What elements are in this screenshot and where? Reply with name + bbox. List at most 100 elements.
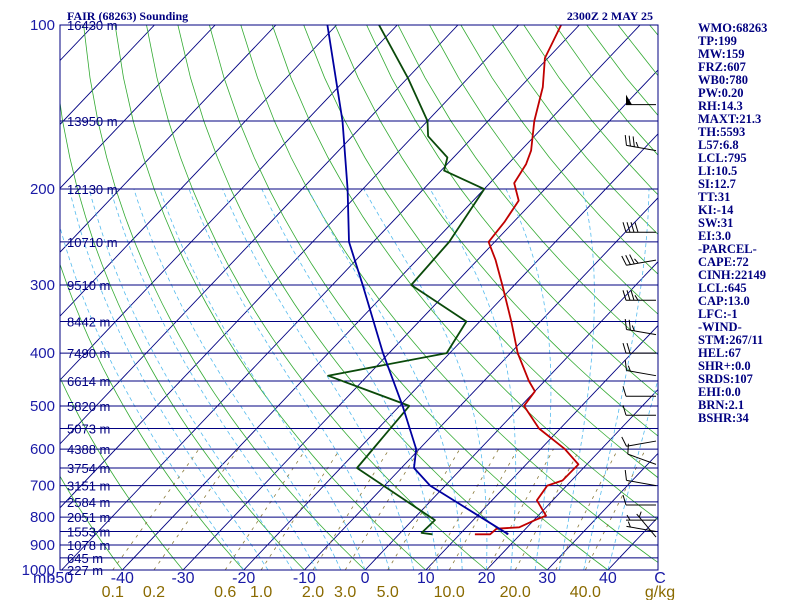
temperature-tick-label: -20: [232, 570, 255, 587]
wind-barb-shaft: [626, 259, 657, 266]
temperature-tick-label: 30: [538, 570, 556, 587]
moist-adiabat: [159, 188, 366, 570]
index-row: WB0:780: [698, 73, 748, 87]
sounding-time: 2300Z 2 MAY 25: [567, 9, 653, 23]
pressure-label: 400: [30, 345, 55, 362]
wind-barb-feather: [624, 360, 627, 371]
moist-adiabat: [188, 188, 390, 570]
mixing-ratio-line: [387, 448, 461, 570]
pressure-unit-label: mb: [33, 570, 55, 587]
isotherm: [304, 197, 658, 570]
index-row: LCL:795: [698, 151, 747, 165]
wind-barb-feather: [621, 436, 627, 447]
isotherm: [546, 452, 658, 570]
dry-adiabat: [209, 25, 609, 570]
wind-barb-shaft: [626, 479, 657, 487]
temperature-line: [474, 25, 580, 536]
wind-barb-feather: [622, 386, 627, 397]
mixing-ratio-tick-label: 10.0: [434, 584, 465, 600]
dry-adiabat: [177, 25, 548, 570]
isobars: [60, 24, 658, 571]
dry-adiabat: [429, 25, 658, 315]
mixing-ratio-line: [555, 448, 619, 570]
wind-barb-feather: [634, 295, 639, 301]
wind-barb: [626, 514, 656, 521]
mixing-ratio-line: [514, 448, 581, 570]
mixing-ratio-tick-label: 40.0: [570, 584, 601, 600]
wind-barb-feather: [621, 255, 627, 266]
wind-barb: [636, 511, 657, 538]
wind-barb-feather: [626, 222, 631, 233]
mixing-ratio-line: [112, 448, 200, 570]
index-row: WMO:68263: [698, 21, 768, 35]
wind-barb-shaft: [626, 328, 657, 336]
isotherm: [425, 324, 658, 570]
wind-barb: [626, 521, 657, 533]
temperature-tick-label: 40: [599, 570, 617, 587]
wind-barb-shaft: [627, 453, 657, 465]
index-row: CAPE:72: [698, 255, 749, 269]
pressure-label: 600: [30, 441, 55, 458]
wind-barb-feather: [625, 255, 631, 265]
wind-barb-shaft: [626, 525, 657, 533]
wind-barb: [622, 222, 656, 233]
dry-adiabat: [397, 25, 658, 355]
moist-adiabat: [558, 189, 595, 570]
index-row: RH:14.3: [698, 99, 743, 113]
mixing-ratio-tick-label: 0.6: [214, 584, 236, 600]
moist-adiabat: [88, 188, 293, 570]
moist-adiabat: [307, 188, 463, 570]
moist-adiabat: [110, 188, 317, 570]
moist-adiabat: [607, 377, 658, 570]
index-row: LCL:645: [698, 281, 747, 295]
wind-barb-feather: [634, 258, 639, 264]
wind-barb-shaft: [636, 513, 657, 538]
height-label: 3151 m: [67, 479, 110, 494]
dry-adiabat: [271, 25, 658, 521]
index-row: LFC:-1: [698, 307, 738, 321]
moist-adiabat: [60, 225, 245, 570]
wind-barb: [624, 360, 657, 377]
dry-adiabat: [60, 475, 123, 570]
wind-barb: [624, 319, 657, 336]
isotherm: [61, 25, 580, 570]
wind-barb-feather: [626, 514, 631, 521]
mixing-ratio-line: [260, 448, 341, 570]
isotherm: [60, 25, 337, 317]
wind-barb-feather: [624, 319, 627, 330]
isotherm: [182, 69, 658, 570]
wind-barb: [621, 436, 657, 447]
height-label: 645 m: [67, 551, 103, 566]
wind-barb-feather: [638, 511, 642, 518]
mixing-ratio-line: [486, 448, 554, 570]
mixing-ratio-line: [312, 448, 390, 570]
wind-barb: [622, 290, 656, 301]
wind-barb-feather: [622, 342, 627, 354]
temperature-tick-label: 10: [417, 570, 435, 587]
wind-barb: [624, 469, 657, 487]
wind-barb-feather: [627, 521, 631, 528]
isotherm: [0, 25, 33, 570]
wind-barb-feather: [626, 342, 631, 354]
temperature-tick-label: -10: [293, 570, 316, 587]
wind-barb-feather: [632, 136, 635, 147]
index-row: KI:-14: [698, 203, 734, 217]
index-row: MW:159: [698, 47, 745, 61]
height-label: 9510 m: [67, 278, 110, 293]
index-row: EHI:0.0: [698, 385, 741, 399]
index-row: LI:10.5: [698, 164, 738, 178]
dry-adiabat: [83, 25, 366, 570]
index-row: EI:3.0: [698, 229, 731, 243]
profile-lines: [326, 25, 580, 536]
wind-barb-feather: [630, 290, 635, 301]
dry-adiabat: [146, 25, 488, 570]
height-label: 16430 m: [67, 18, 118, 33]
wind-barb-feather: [634, 222, 639, 233]
index-row: L57:6.8: [698, 138, 739, 152]
isotherm: [486, 388, 658, 570]
wind-barb-feather: [622, 405, 627, 416]
mixing-ratio-tick-label: 3.0: [334, 584, 356, 600]
isotherm: [60, 25, 398, 381]
index-row: CINH:22149: [698, 268, 767, 282]
